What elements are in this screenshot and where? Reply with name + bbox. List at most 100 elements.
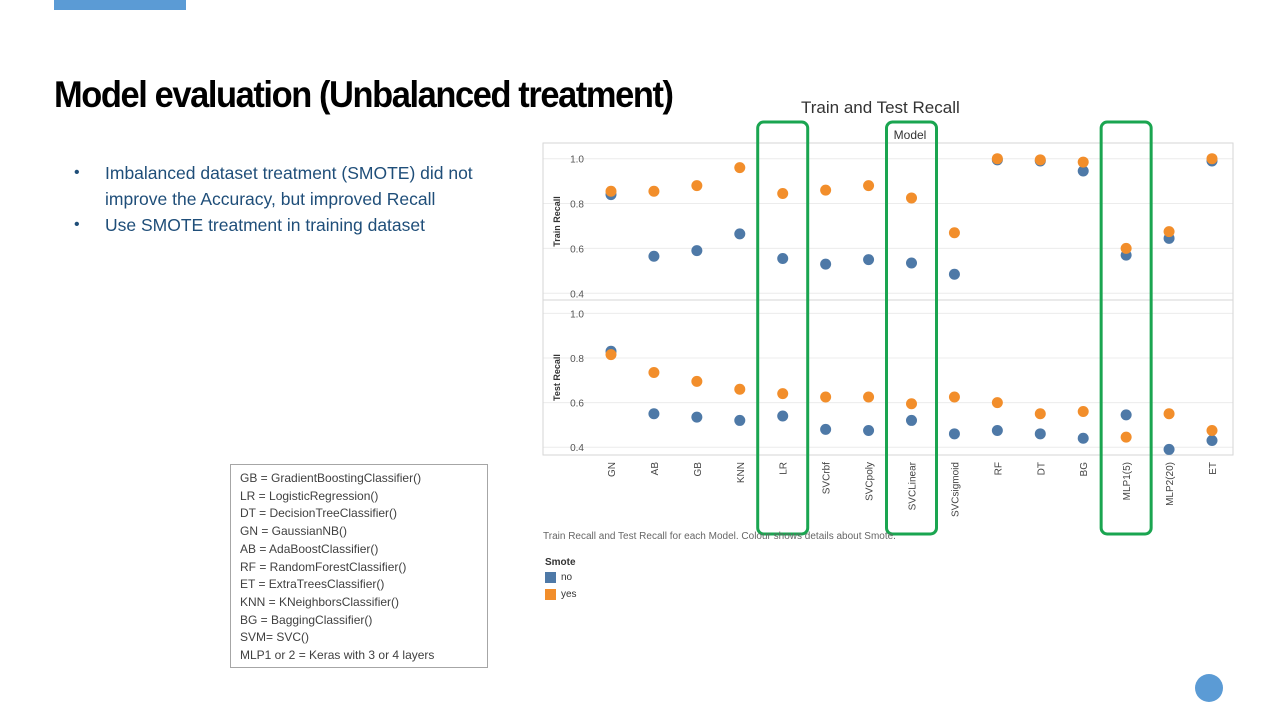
data-point-no — [948, 268, 960, 280]
legend-swatch-no — [545, 572, 556, 583]
data-point-no — [820, 258, 832, 270]
data-point-yes — [991, 153, 1003, 165]
y-tick-label: 0.4 — [570, 289, 584, 300]
data-point-yes — [1034, 154, 1046, 166]
abbreviation-item: RF = RandomForestClassifier() — [240, 559, 407, 574]
legend-swatch-yes — [545, 589, 556, 600]
legend-title: Smote — [545, 557, 576, 568]
data-point-no — [648, 408, 660, 420]
data-point-yes — [777, 388, 789, 400]
abbreviation-item: LR = LogisticRegression() — [240, 488, 379, 503]
data-point-no — [906, 414, 917, 426]
x-tick-label: BG — [1079, 462, 1090, 477]
legend-item-no: no — [545, 572, 572, 583]
highlight-box — [1099, 120, 1153, 536]
x-tick-label: KNN — [736, 462, 747, 483]
data-point-no — [906, 257, 917, 269]
data-point-yes — [1206, 153, 1218, 165]
data-point-no — [777, 410, 789, 422]
data-point-yes — [648, 185, 660, 197]
bullet-item: Use SMOTE treatment in training dataset — [72, 212, 522, 238]
data-point-no — [820, 423, 832, 435]
data-point-yes — [1120, 242, 1132, 254]
data-point-yes — [820, 184, 832, 196]
data-point-yes — [991, 397, 1003, 409]
data-point-no — [1077, 432, 1089, 444]
abbreviation-item: GN = GaussianNB() — [240, 524, 348, 539]
data-point-yes — [948, 227, 960, 239]
x-tick-label: MLP1(5) — [1122, 462, 1133, 500]
x-tick-label: SVCpoly — [865, 462, 876, 501]
x-tick-label: MLP2(20) — [1165, 462, 1176, 506]
data-point-no — [1163, 443, 1175, 455]
data-point-no — [777, 253, 789, 265]
x-tick-label: DT — [1036, 462, 1047, 475]
y-axis-label: Train Recall — [552, 196, 562, 247]
abbreviation-item: GB = GradientBoostingClassifier() — [240, 471, 422, 485]
abbreviation-box: GB = GradientBoostingClassifier() LR = L… — [230, 464, 488, 668]
data-point-yes — [820, 391, 832, 403]
data-point-yes — [777, 187, 789, 199]
data-point-yes — [1163, 226, 1175, 238]
data-point-no — [948, 428, 960, 440]
data-point-yes — [863, 180, 875, 192]
x-tick-label: SVCLinear — [908, 461, 919, 510]
column-header: Model — [894, 128, 927, 142]
data-point-yes — [863, 391, 875, 403]
abbreviation-item: SVM= SVC() — [240, 630, 310, 645]
y-tick-label: 0.4 — [570, 443, 584, 454]
legend-label: yes — [561, 589, 577, 600]
data-point-yes — [605, 185, 617, 197]
highlight-box — [885, 120, 938, 536]
data-point-yes — [906, 398, 917, 410]
data-point-yes — [948, 391, 960, 403]
data-point-no — [1077, 165, 1089, 177]
decorative-circle — [1195, 674, 1223, 702]
abbreviation-item: ET = ExtraTreesClassifier() — [240, 577, 385, 592]
chart-caption: Train Recall and Test Recall for each Mo… — [543, 531, 896, 542]
data-point-no — [863, 254, 875, 266]
slide-title: Model evaluation (Unbalanced treatment) — [54, 74, 674, 115]
x-tick-label: GB — [693, 462, 704, 477]
top-accent-bar — [54, 0, 186, 10]
data-point-yes — [1120, 431, 1132, 443]
data-point-yes — [734, 162, 746, 174]
data-point-no — [1206, 435, 1218, 447]
abbreviation-item: MLP1 or 2 = Keras with 3 or 4 layers — [240, 648, 435, 663]
bullet-list: Imbalanced dataset treatment (SMOTE) did… — [72, 160, 522, 238]
x-tick-label: GN — [607, 462, 618, 477]
data-point-yes — [1077, 406, 1089, 418]
x-tick-label: LR — [779, 462, 790, 475]
y-tick-label: 0.6 — [570, 399, 584, 410]
y-tick-label: 1.0 — [570, 309, 584, 320]
y-tick-label: 0.8 — [570, 200, 584, 211]
data-point-no — [691, 411, 703, 423]
data-point-yes — [734, 383, 746, 395]
data-point-no — [1120, 409, 1132, 421]
legend-label: no — [561, 572, 573, 583]
y-tick-label: 0.8 — [570, 354, 584, 365]
x-tick-label: ET — [1208, 462, 1219, 475]
x-tick-label: SVCsigmoid — [950, 462, 961, 517]
data-point-yes — [906, 192, 917, 204]
highlight-box — [756, 120, 810, 536]
y-axis-label: Test Recall — [552, 354, 562, 401]
data-point-yes — [648, 366, 660, 378]
data-point-no — [734, 414, 746, 426]
data-point-yes — [1163, 408, 1175, 420]
data-point-no — [691, 245, 703, 257]
data-point-no — [734, 228, 746, 240]
x-tick-label: SVCrbf — [822, 462, 833, 494]
data-point-yes — [1077, 156, 1089, 168]
y-tick-label: 0.6 — [570, 244, 584, 255]
y-tick-label: 1.0 — [570, 155, 584, 166]
x-tick-label: RF — [993, 462, 1004, 475]
data-point-yes — [1206, 424, 1218, 436]
data-point-no — [863, 424, 875, 436]
abbreviation-item: BG = BaggingClassifier() — [240, 612, 373, 627]
chart-title: Train and Test Recall — [801, 98, 960, 117]
data-point-yes — [691, 375, 703, 387]
data-point-no — [991, 424, 1003, 436]
data-point-no — [648, 250, 660, 262]
